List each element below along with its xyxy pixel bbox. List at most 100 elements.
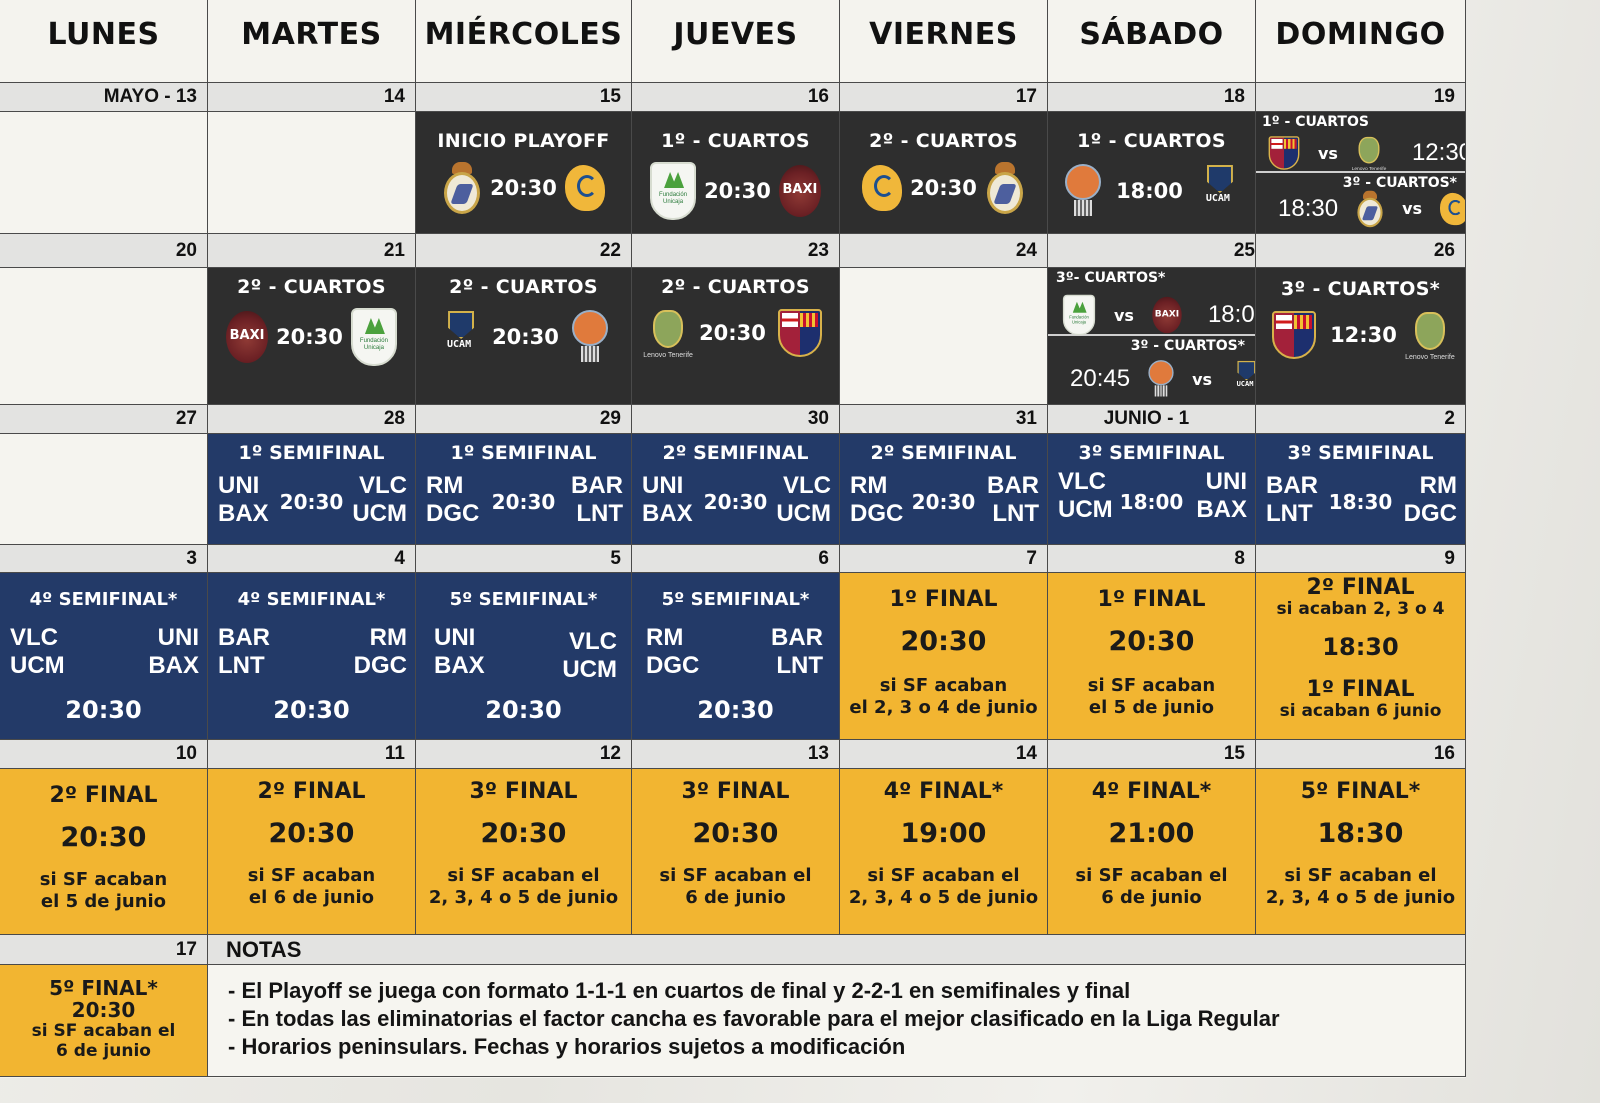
game-cell: 2º - CUARTOS 20:30 — [840, 112, 1048, 234]
valencia-basket-logo-icon — [1148, 359, 1175, 400]
game-title: 1º - CUARTOS — [1077, 130, 1226, 152]
vs-label: vs — [1402, 199, 1423, 218]
team-abbr: RM — [850, 472, 888, 499]
date-label: 14 — [840, 740, 1048, 769]
game-slot: 3º - CUARTOS* 18:30 vs — [1256, 173, 1465, 234]
semifinal-cell: 4º SEMIFINAL* BAR LNT RM DGC 20:30 — [208, 573, 416, 740]
game-time: 20:30 — [492, 325, 559, 349]
vs-label: vs — [1192, 369, 1213, 389]
baxi-manresa-logo-icon — [226, 311, 269, 363]
valencia-basket-logo-icon — [571, 308, 609, 366]
game-time: 20:30 — [1108, 626, 1195, 657]
game-cell: 3º - CUARTOS* 12:30 — [1256, 268, 1466, 405]
game-condition: si SF acaban el 6 de junio — [247, 865, 376, 908]
playoff-calendar: LUNES MARTES MIÉRCOLES JUEVES VIERNES SÁ… — [0, 0, 1466, 1078]
date-label: 16 — [632, 83, 840, 112]
game-time: 20:30 — [704, 179, 771, 203]
final-cell: 4º FINAL* 21:00 si SF acaban el 6 de juni… — [1048, 769, 1256, 935]
game-title: 2º FINAL — [1306, 575, 1415, 600]
date-label: 8 — [1048, 545, 1256, 573]
game-title: 4º FINAL* — [883, 779, 1004, 804]
game-time: 18:30 — [1278, 194, 1339, 222]
game-title: 4º SEMIFINAL* — [237, 589, 386, 610]
team-abbr: DGC — [353, 652, 407, 679]
team-abbr: UNI — [157, 624, 199, 651]
semifinal-cell: 2º SEMIFINAL UNI BAX 20:30 VLC UCM — [632, 434, 840, 545]
game-time: 20:30 — [703, 490, 768, 514]
team-abbr: RM — [646, 624, 684, 651]
game-title: 2º - CUARTOS — [449, 276, 598, 298]
game-title: 4º SEMIFINAL* — [29, 589, 178, 610]
date-label: 18 — [1048, 83, 1256, 112]
date-label: 21 — [208, 234, 416, 268]
date-label: 17 — [0, 935, 208, 965]
game-title: 3º SEMIFINAL — [1078, 442, 1225, 464]
date-label: 28 — [208, 405, 416, 434]
game-condition: si SF acaban el 2, 3, 4 o 5 de junio — [1265, 865, 1456, 908]
game-cell: 2º - CUARTOS 20:30 — [208, 268, 416, 405]
final-cell-conditional: 2º FINAL si acaban 2, 3 o 4 18:30 1º FIN… — [1256, 573, 1466, 740]
game-time: 18:30 — [1317, 818, 1404, 849]
date-label: 15 — [1048, 740, 1256, 769]
semifinal-cell: 4º SEMIFINAL* VLC UCM UNI BAX 20:30 — [0, 573, 208, 740]
game-time: 20:30 — [65, 696, 142, 724]
game-title: 4º FINAL* — [1091, 779, 1212, 804]
game-title: 5º SEMIFINAL* — [661, 589, 810, 610]
final-cell: 1º FINAL 20:30 si SF acaban el 5 de junio — [1048, 573, 1256, 740]
real-madrid-logo-icon — [1356, 190, 1384, 227]
notes-heading: NOTAS — [208, 935, 1466, 965]
gran-canaria-logo-icon — [1440, 192, 1465, 225]
game-time: 20:30 — [910, 176, 977, 200]
baxi-manresa-logo-icon — [778, 165, 821, 217]
final-cell: 5º FINAL* 18:30 si SF acaban el 2, 3, 4 o… — [1256, 769, 1466, 935]
team-abbr: VLC — [10, 624, 58, 651]
game-condition: si SF acaban el 6 de junio — [659, 865, 812, 908]
game-time: 20:30 — [71, 998, 136, 1022]
game-time: 20:30 — [480, 818, 567, 849]
gran-canaria-logo-icon — [862, 165, 903, 211]
unicaja-logo-icon — [650, 162, 697, 220]
lenovo-tenerife-logo-icon — [1347, 136, 1391, 171]
game-title: 3º FINAL — [681, 779, 790, 804]
final-cell: 2º FINAL 20:30 si SF acaban el 6 de junio — [208, 769, 416, 935]
day-header-martes: MARTES — [208, 0, 416, 83]
date-label: 12 — [416, 740, 632, 769]
game-title: 5º FINAL* — [49, 976, 158, 1000]
date-label: 29 — [416, 405, 632, 434]
day-header-domingo: DOMINGO — [1256, 0, 1466, 83]
game-cell: 2º - CUARTOS 20:30 — [632, 268, 840, 405]
note-item: - En todas las eliminatorias el factor c… — [228, 1006, 1280, 1031]
team-abbr: RM — [426, 472, 464, 499]
team-abbr: UCM — [1058, 496, 1113, 523]
game-title: 1º FINAL — [889, 587, 998, 612]
team-abbr: UNI — [434, 624, 476, 651]
game-title: 2º FINAL — [49, 783, 158, 808]
gran-canaria-logo-icon — [564, 165, 605, 211]
game-title: 3º - CUARTOS* — [1342, 174, 1457, 191]
game-title: 3º FINAL — [469, 779, 578, 804]
game-time: 20:30 — [268, 818, 355, 849]
game-title: 1º - CUARTOS — [1262, 114, 1369, 130]
game-cell: 2º - CUARTOS 20:30 — [416, 268, 632, 405]
game-time: 20:30 — [60, 822, 147, 853]
team-abbr: BAR — [771, 624, 823, 651]
game-title: 3º SEMIFINAL — [1287, 442, 1434, 464]
team-abbr: VLC — [783, 472, 831, 499]
date-label: 16 — [1256, 740, 1466, 769]
team-abbr: BAR — [1266, 472, 1318, 499]
game-time: 20:30 — [697, 696, 774, 724]
game-condition: si SF acaban el 5 de junio — [39, 869, 168, 912]
game-time: 20:30 — [279, 490, 344, 514]
game-time: 20:30 — [692, 818, 779, 849]
date-label: 25 — [1048, 234, 1256, 268]
game-time: 19:00 — [900, 818, 987, 849]
game-time: 12:30 — [1411, 139, 1465, 166]
game-title: 3º - CUARTOS* — [1130, 338, 1245, 354]
game-title: 5º SEMIFINAL* — [449, 589, 598, 610]
final-cell: 5º FINAL* 20:30 si SF acaban el 6 de juni… — [0, 965, 208, 1077]
note-item: - El Playoff se juega con formato 1-1-1 … — [228, 978, 1131, 1003]
game-time: 20:30 — [699, 321, 766, 345]
game-title: 1º FINAL — [1097, 587, 1206, 612]
date-label: 3 — [0, 545, 208, 573]
game-time: 18:30 — [1328, 490, 1393, 514]
